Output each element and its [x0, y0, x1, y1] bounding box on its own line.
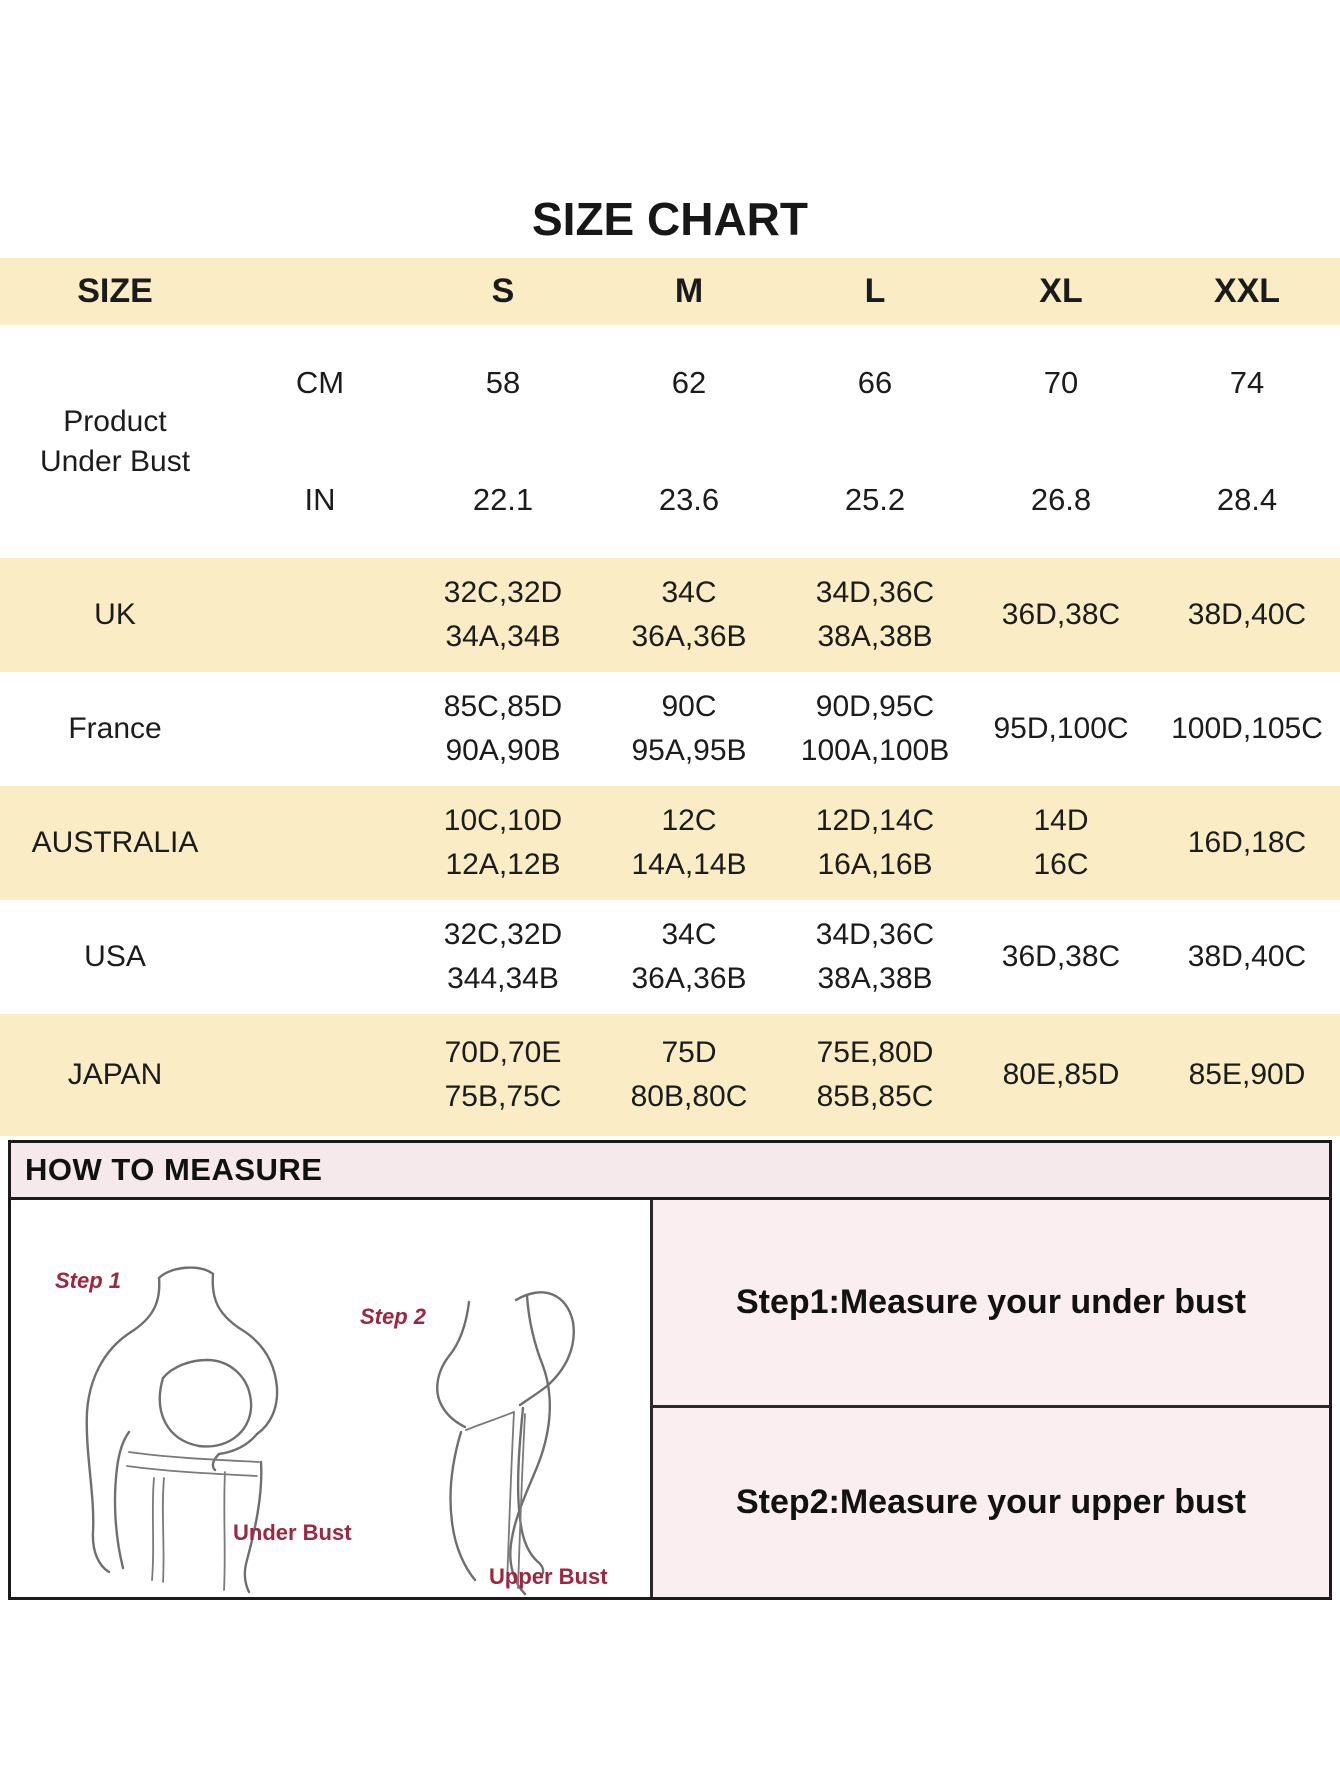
illustration-step2-label: Step 2: [360, 1304, 427, 1329]
france-size-s: 85C,85D 90A,90B: [443, 690, 563, 767]
header-spacer: [230, 258, 410, 325]
usa-size-xxl: 38D,40C: [1187, 940, 1307, 973]
australia-size-xl: 14D 16C: [1033, 804, 1089, 881]
uk-size-s: 32C,32D 34A,34B: [443, 576, 563, 653]
measurement-illustration-panel: Step 1 Step 2 Under Bust Upper Bust: [11, 1200, 650, 1597]
empty-cell: [230, 1014, 410, 1136]
australia-size-xxl: 16D,18C: [1187, 826, 1307, 859]
usa-size-xl: 36D,38C: [1001, 940, 1121, 973]
cm-value-m: 62: [671, 365, 707, 400]
how-to-measure-box: HOW TO MEASURE: [8, 1140, 1332, 1600]
usa-size-l: 34D,36C 38A,38B: [815, 918, 935, 995]
measure-steps-panel: Step1:Measure your under bust Step2:Meas…: [650, 1200, 1329, 1597]
header-size-s: S: [491, 272, 515, 310]
region-label-japan: JAPAN: [67, 1058, 163, 1091]
japan-size-s: 70D,70E 75B,75C: [444, 1036, 562, 1113]
step2-text: Step2:Measure your upper bust: [735, 1483, 1247, 1521]
usa-size-s: 32C,32D 344,34B: [443, 918, 563, 995]
in-value-xxl: 28.4: [1216, 481, 1278, 517]
france-size-xxl: 100D,105C: [1171, 712, 1323, 745]
cm-value-xl: 70: [1043, 365, 1079, 400]
cm-value-s: 58: [485, 365, 521, 400]
illustration-upper-bust-label: Upper Bust: [489, 1564, 608, 1589]
illustration-step1-label: Step 1: [55, 1268, 121, 1293]
france-size-m: 90C 95A,95B: [631, 690, 747, 767]
region-label-australia: AUSTRALIA: [31, 826, 199, 859]
uk-size-m: 34C 36A,36B: [631, 576, 747, 653]
unit-cm-label: CM: [295, 365, 345, 400]
france-size-xl: 95D,100C: [993, 712, 1129, 745]
product-under-bust-label-line2: Under Bust: [39, 444, 191, 478]
in-value-m: 23.6: [658, 481, 720, 517]
australia-size-m: 12C 14A,14B: [631, 804, 747, 881]
figure-step1: [85, 1266, 279, 1594]
table-row-japan: JAPAN 70D,70E 75B,75C 75D 80B,80C 75E,80…: [0, 1014, 1340, 1136]
japan-size-m: 75D 80B,80C: [630, 1036, 748, 1113]
product-under-bust-section: Product Under Bust CM 58 62 66 70 74 IN …: [0, 325, 1340, 558]
header-size-l: L: [864, 272, 886, 310]
header-size-xxl: XXL: [1213, 272, 1281, 310]
table-row-usa: USA 32C,32D 344,34B 34C 36A,36B 34D,36C …: [0, 900, 1340, 1014]
empty-cell: [230, 558, 410, 672]
region-label-usa: USA: [84, 940, 146, 973]
in-value-xl: 26.8: [1030, 481, 1092, 517]
in-value-l: 25.2: [844, 481, 906, 517]
header-size-m: M: [674, 272, 704, 310]
uk-size-xl: 36D,38C: [1001, 598, 1121, 631]
unit-in-label: IN: [304, 481, 336, 517]
product-under-bust-label-line1: Product: [63, 404, 167, 438]
uk-size-xxl: 38D,40C: [1187, 598, 1307, 631]
empty-cell: [230, 672, 410, 786]
header-size-label: SIZE: [77, 272, 153, 310]
illustration-under-bust-label: Under Bust: [233, 1520, 352, 1545]
page-title: SIZE CHART: [532, 193, 808, 245]
empty-cell: [230, 900, 410, 1014]
in-value-s: 22.1: [472, 481, 534, 517]
japan-size-l: 75E,80D 85B,85C: [816, 1036, 934, 1113]
table-row-australia: AUSTRALIA 10C,10D 12A,12B 12C 14A,14B 12…: [0, 786, 1340, 900]
usa-size-m: 34C 36A,36B: [631, 918, 747, 995]
region-label-france: France: [68, 712, 162, 745]
product-under-bust-label: Product Under Bust: [0, 325, 230, 558]
header-size-xl: XL: [1039, 272, 1083, 310]
france-size-l: 90D,95C 100A,100B: [800, 690, 950, 767]
australia-size-l: 12D,14C 16A,16B: [815, 804, 935, 881]
region-label-uk: UK: [94, 598, 136, 631]
table-row-uk: UK 32C,32D 34A,34B 34C 36A,36B 34D,36C 3…: [0, 558, 1340, 672]
australia-size-s: 10C,10D 12A,12B: [443, 804, 563, 881]
how-to-measure-heading: HOW TO MEASURE: [11, 1143, 1329, 1200]
cm-value-l: 66: [857, 365, 893, 400]
figure-step2: [436, 1291, 575, 1596]
japan-size-xxl: 85E,90D: [1188, 1058, 1306, 1091]
uk-size-l: 34D,36C 38A,38B: [815, 576, 935, 653]
step1-text: Step1:Measure your under bust: [653, 1200, 1329, 1408]
measurement-illustration: Step 1 Step 2 Under Bust Upper Bust: [55, 1266, 608, 1596]
japan-size-xl: 80E,85D: [1002, 1058, 1120, 1091]
cm-value-xxl: 74: [1229, 365, 1265, 400]
size-table-header-row: SIZE S M L XL XXL: [0, 258, 1340, 325]
empty-cell: [230, 786, 410, 900]
how-to-measure-body: Step 1 Step 2 Under Bust Upper Bust Step…: [11, 1200, 1329, 1597]
table-row-france: France 85C,85D 90A,90B 90C 95A,95B 90D,9…: [0, 672, 1340, 786]
